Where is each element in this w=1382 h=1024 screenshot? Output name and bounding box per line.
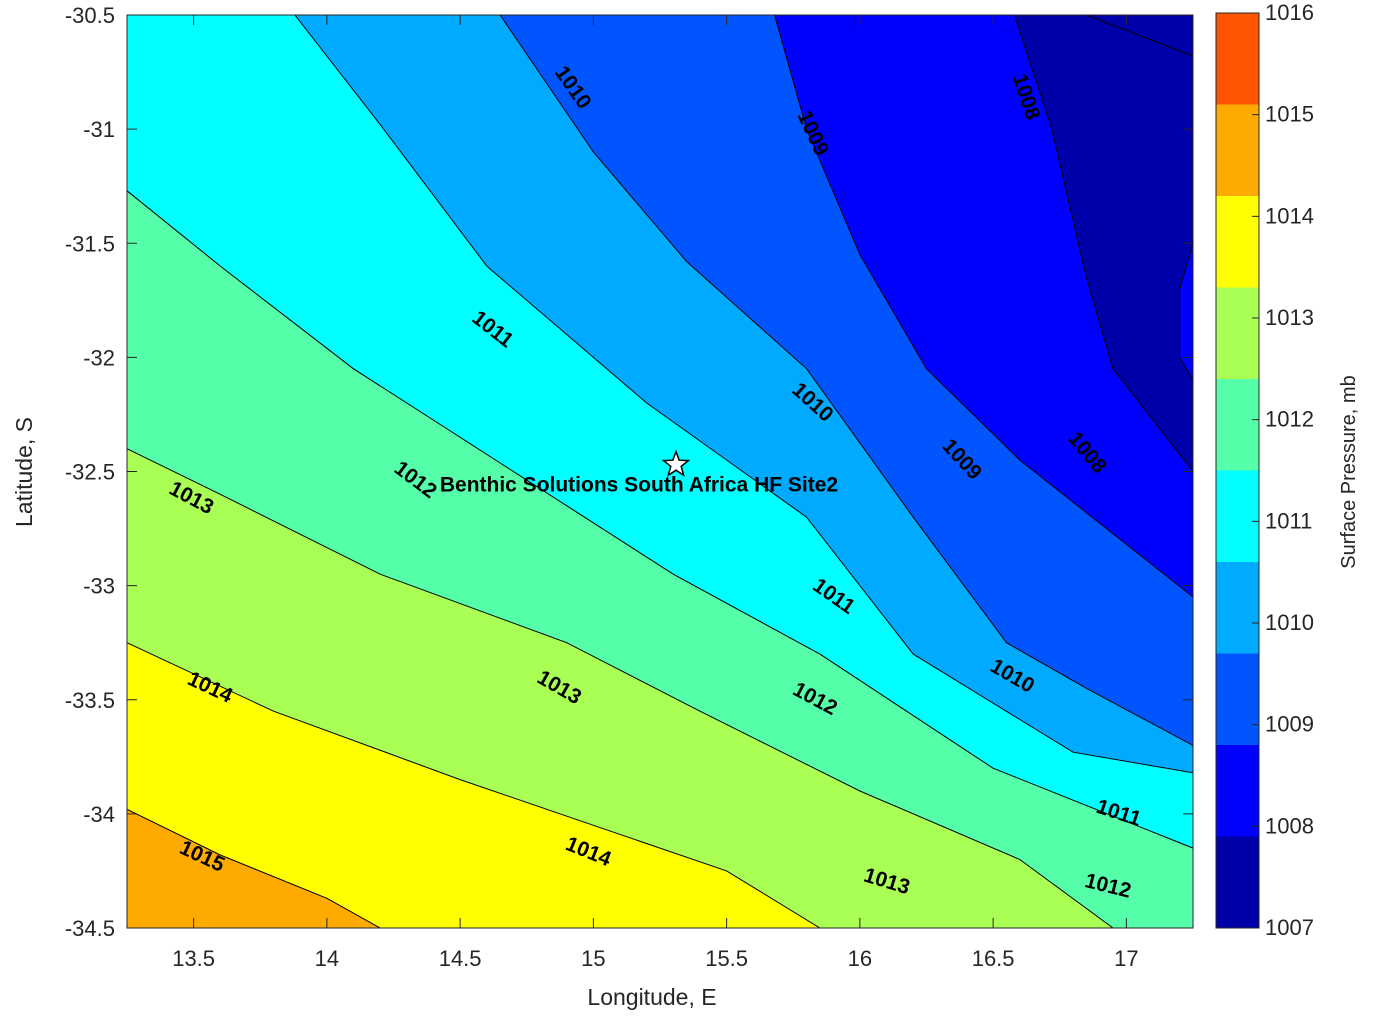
site-marker-group: Benthic Solutions South Africa HF Site2 bbox=[440, 449, 838, 497]
colorbar-band-1016 bbox=[1216, 13, 1259, 105]
colorbar-band-1015 bbox=[1216, 104, 1259, 196]
colorbar-tick-label: 1013 bbox=[1265, 305, 1314, 330]
x-tick-label: 17 bbox=[1114, 946, 1138, 971]
contour-line-1008 bbox=[1086, 15, 1193, 57]
contour-line-1008 bbox=[1013, 15, 1193, 472]
colorbar-band-1008 bbox=[1216, 745, 1259, 837]
colorbar-band-1012 bbox=[1216, 379, 1259, 471]
colorbar-tick-label: 1010 bbox=[1265, 610, 1314, 635]
contour-line-1015 bbox=[127, 808, 381, 928]
contour-line-1008 bbox=[1179, 243, 1193, 381]
y-tick-label: -34.5 bbox=[65, 916, 115, 941]
colorbar-tick-label: 1014 bbox=[1265, 203, 1314, 228]
colorbar: 1007 1008 1009 1010 1011 1012 1013 1014 1015 1016 bbox=[1215, 0, 1314, 940]
colorbar-tick-label: 1011 bbox=[1265, 508, 1312, 533]
x-tick-label: 15.5 bbox=[705, 946, 748, 971]
contour-line-1012 bbox=[127, 190, 1193, 849]
x-axis-title: Longitude, E bbox=[587, 984, 716, 1010]
colorbar-tick-label: 1016 bbox=[1265, 0, 1314, 25]
x-tick-label: 13.5 bbox=[172, 946, 215, 971]
colorbar-band-1010 bbox=[1216, 562, 1259, 654]
y-axis: -30.5 -31 -31.5 -32 -32.5 -33 -33.5 -34 -34.5 bbox=[65, 3, 1193, 941]
colorbar-band-1009 bbox=[1216, 653, 1259, 745]
contour-lines bbox=[127, 15, 1193, 928]
y-tick-label: -31 bbox=[83, 117, 115, 142]
y-tick-label: -31.5 bbox=[65, 231, 115, 256]
y-tick-label: -34 bbox=[83, 802, 115, 827]
x-tick-label: 16.5 bbox=[972, 946, 1015, 971]
colorbar-band-1013 bbox=[1216, 287, 1259, 379]
band-fill-1014 bbox=[127, 642, 820, 928]
contour-line-1009 bbox=[774, 15, 1193, 598]
x-tick-label: 14 bbox=[315, 946, 339, 971]
colorbar-tick-label: 1015 bbox=[1265, 102, 1314, 127]
contour-line-1011 bbox=[294, 15, 1193, 774]
x-tick-label: 16 bbox=[848, 946, 872, 971]
colorbar-tick-label: 1012 bbox=[1265, 407, 1314, 432]
contour-fills bbox=[127, 15, 1193, 928]
contour-line-1013 bbox=[127, 448, 1114, 928]
x-tick-label: 15 bbox=[581, 946, 605, 971]
colorbar-band-1007 bbox=[1216, 836, 1259, 928]
contour-line-1014 bbox=[127, 642, 821, 928]
x-axis: 13.5 14 14.5 15 15.5 16 16.5 17 bbox=[172, 15, 1139, 971]
y-axis-title: Latitude, S bbox=[11, 417, 37, 527]
y-tick-label: -30.5 bbox=[65, 3, 115, 28]
colorbar-label: Surface Pressure, mb bbox=[1338, 375, 1360, 568]
colorbar-tick-label: 1008 bbox=[1265, 813, 1314, 838]
site-label: Benthic Solutions South Africa HF Site2 bbox=[440, 474, 838, 497]
colorbar-band-1014 bbox=[1216, 196, 1259, 288]
y-tick-label: -33 bbox=[83, 574, 115, 599]
colorbar-tick-label: 1009 bbox=[1265, 712, 1314, 737]
colorbar-band-1011 bbox=[1216, 470, 1259, 562]
y-tick-label: -32 bbox=[83, 345, 115, 370]
colorbar-tick-label: 1007 bbox=[1265, 915, 1314, 940]
contour-line-1010 bbox=[499, 15, 1193, 746]
y-tick-label: -32.5 bbox=[65, 460, 115, 485]
colorbar-frame bbox=[1215, 12, 1260, 929]
site-star-icon bbox=[661, 449, 691, 477]
x-tick-label: 14.5 bbox=[439, 946, 482, 971]
y-tick-label: -33.5 bbox=[65, 688, 115, 713]
